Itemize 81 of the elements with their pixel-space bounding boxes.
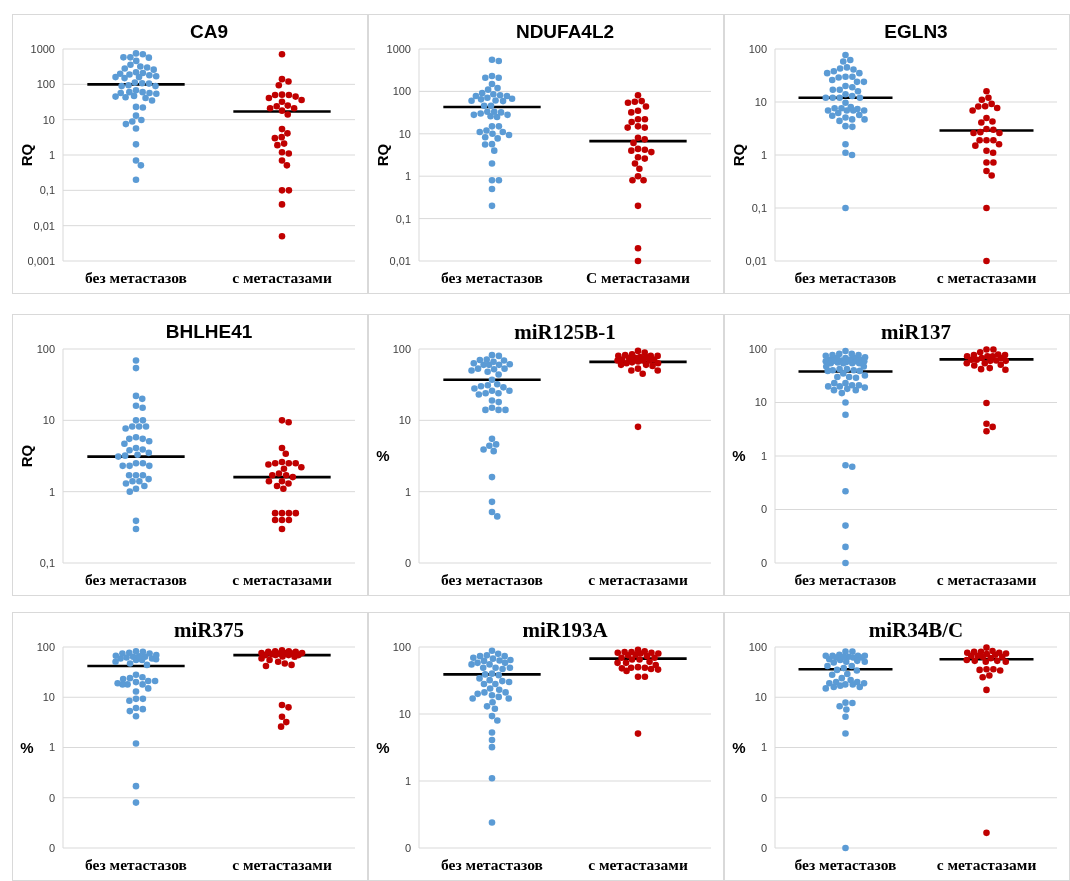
x-tick-label: без метастазов (794, 856, 897, 873)
x-tick-label: без метастазов (85, 269, 187, 286)
chart-title: CA9 (189, 20, 229, 44)
y-tick-label: 100 (748, 342, 767, 355)
y-tick-label: 1 (404, 774, 411, 787)
x-tick-label: с метастазами (588, 856, 688, 873)
y-axis-title: RQ (374, 143, 392, 167)
y-tick-label: 0 (760, 503, 767, 516)
y-tick-label: 0,01 (389, 254, 411, 267)
y-tick-label: 10 (42, 414, 55, 427)
y-tick-label: 0,001 (27, 254, 55, 267)
y-tick-label: 100 (36, 640, 55, 653)
y-tick-label: 0 (48, 841, 55, 854)
y-tick-label: 0,01 (745, 254, 767, 267)
y-tick-label: 1 (760, 449, 767, 462)
y-tick-label: 0,1 (39, 556, 55, 569)
y-tick-label: 100 (36, 342, 55, 355)
y-tick-label: 0,1 (39, 184, 55, 197)
y-tick-label: 1 (404, 485, 411, 498)
y-tick-label: 1 (760, 148, 767, 161)
x-tick-label: с метастазами (588, 571, 688, 588)
chart-title: miR34B/C (868, 617, 964, 643)
y-tick-label: 100 (392, 85, 411, 98)
y-tick-label: 10 (42, 691, 55, 704)
y-tick-label: 1 (48, 741, 55, 754)
x-tick-label: с метастазами (936, 571, 1037, 588)
y-axis-title: % (732, 447, 746, 465)
chart-title: miR125B-1 (514, 319, 616, 345)
y-tick-label: 1000 (386, 42, 411, 55)
y-axis-title: RQ (730, 143, 748, 167)
x-tick-label: без метастазов (85, 856, 187, 873)
y-tick-label: 0 (48, 791, 55, 804)
y-tick-label: 10 (398, 414, 411, 427)
chart-title: BHLHE41 (165, 320, 253, 344)
chart-title: miR375 (174, 617, 244, 643)
y-tick-label: 0 (404, 556, 411, 569)
y-tick-label: 100 (748, 42, 767, 55)
y-axis-title: % (20, 738, 34, 757)
y-tick-label: 10 (398, 127, 411, 140)
y-tick-label: 100 (748, 640, 767, 653)
y-tick-label: 100 (392, 342, 411, 355)
x-tick-label: с метастазами (232, 571, 332, 588)
y-tick-label: 1 (48, 485, 55, 498)
x-tick-label: с метастазами (232, 856, 332, 873)
y-tick-label: 0,1 (751, 201, 767, 214)
y-tick-label: 10 (754, 396, 767, 409)
y-axis-title: RQ (18, 444, 36, 468)
x-tick-label: без метастазов (794, 269, 897, 286)
x-tick-label: без метастазов (441, 269, 543, 286)
y-axis-title: % (376, 447, 390, 465)
y-tick-label: 100 (36, 78, 55, 91)
y-tick-label: 0 (760, 841, 767, 854)
y-tick-label: 10 (42, 113, 55, 126)
y-axis-title: RQ (18, 143, 36, 167)
y-tick-label: 1 (760, 741, 767, 754)
y-tick-label: 1 (48, 148, 55, 161)
x-tick-label: с метастазами (936, 269, 1037, 286)
x-tick-label: без метастазов (441, 571, 543, 588)
chart-title: miR137 (881, 319, 951, 345)
y-axis-title: % (732, 738, 746, 757)
x-tick-label: без метастазов (85, 571, 187, 588)
x-tick-label: с метастазами (936, 856, 1037, 873)
chart-title: EGLN3 (884, 20, 948, 44)
x-tick-label: С метастазами (586, 269, 691, 286)
y-tick-label: 0 (760, 791, 767, 804)
y-axis-title: % (376, 738, 390, 757)
x-tick-label: без метастазов (794, 571, 897, 588)
y-tick-label: 10 (754, 691, 767, 704)
chart-title: miR193A (522, 617, 608, 643)
y-tick-label: 10 (398, 707, 411, 720)
y-tick-label: 0 (404, 841, 411, 854)
y-tick-label: 0 (760, 556, 767, 569)
x-tick-label: без метастазов (441, 856, 543, 873)
x-tick-label: с метастазами (232, 269, 332, 286)
y-tick-label: 100 (392, 640, 411, 653)
y-tick-label: 10 (754, 95, 767, 108)
y-tick-label: 0,1 (395, 212, 411, 225)
y-tick-label: 1000 (30, 42, 55, 55)
y-tick-label: 0,01 (33, 219, 55, 232)
y-tick-label: 1 (404, 170, 411, 183)
chart-title: NDUFA4L2 (515, 20, 615, 44)
